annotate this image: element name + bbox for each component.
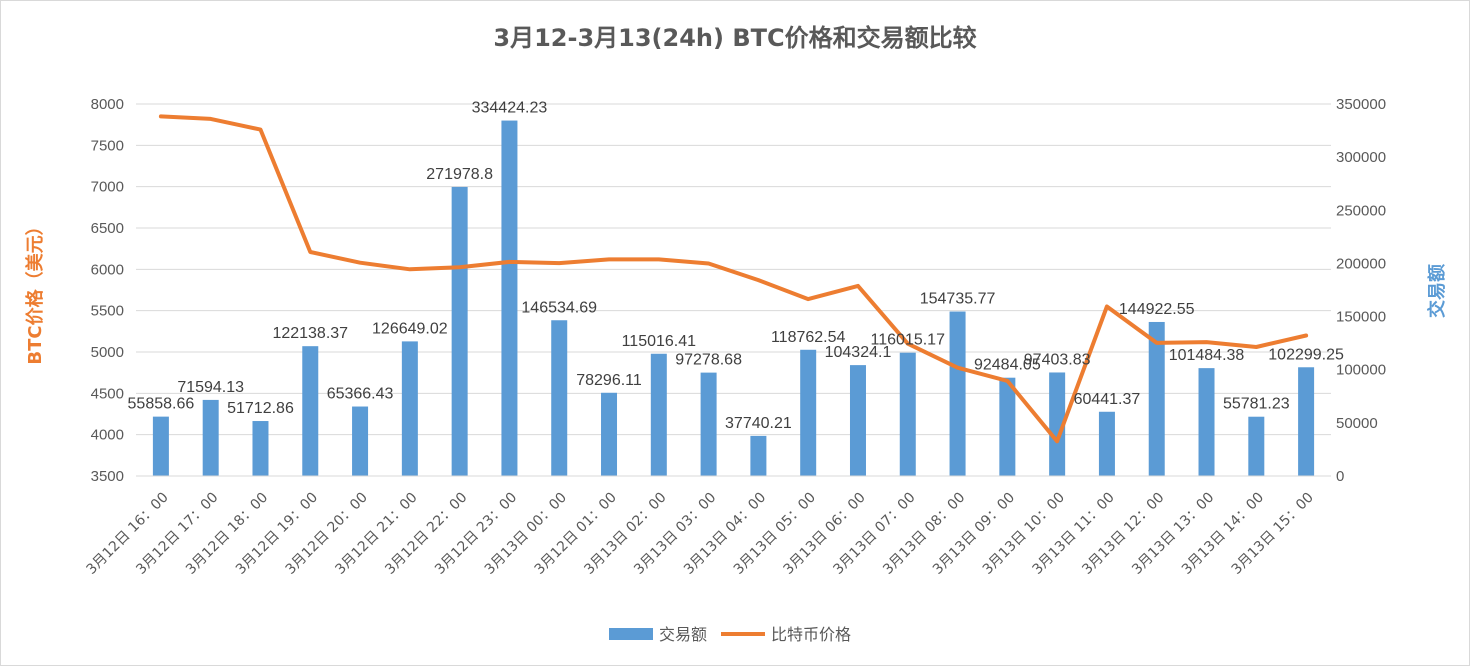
bar xyxy=(1248,416,1265,476)
y-left-tick-label: 4500 xyxy=(91,385,124,402)
bar xyxy=(1049,372,1066,476)
y-left-tick-label: 5000 xyxy=(91,344,124,361)
bar-data-label: 55858.66 xyxy=(128,396,195,413)
bar-data-label: 334424.23 xyxy=(472,100,548,117)
y-right-tick-label: 50000 xyxy=(1336,415,1378,432)
line-series xyxy=(158,114,1309,444)
bar xyxy=(1298,367,1315,476)
bar xyxy=(202,399,219,476)
y-left-tick-label: 4000 xyxy=(91,427,124,444)
y-left-tick-label: 7500 xyxy=(91,137,124,154)
legend: 交易额 比特币价格 xyxy=(609,625,851,644)
bar xyxy=(999,377,1016,476)
y-axis-right-label: 交易额 xyxy=(1426,264,1448,318)
bar xyxy=(849,365,866,476)
bar xyxy=(352,406,369,476)
y-right-tick-label: 0 xyxy=(1336,468,1344,485)
bar-data-label: 60441.37 xyxy=(1074,391,1141,408)
bar-data-label: 115016.41 xyxy=(622,333,697,350)
bar xyxy=(302,346,319,476)
legend-swatch-bar xyxy=(609,628,653,640)
bar-data-label: 51712.86 xyxy=(227,400,294,417)
bar-data-label: 271978.8 xyxy=(426,166,493,183)
bar xyxy=(152,416,169,476)
bar-data-label: 104324.1 xyxy=(825,344,892,361)
y-right-tick-label: 350000 xyxy=(1336,96,1386,113)
bar-data-label: 154735.77 xyxy=(920,291,996,308)
price-line xyxy=(158,114,1309,444)
y-axis-right: 350000 300000 250000 200000 150000 100000 5000… xyxy=(1336,96,1386,485)
bar-data-label: 78296.11 xyxy=(576,372,642,389)
bar xyxy=(601,392,618,476)
y-right-tick-label: 250000 xyxy=(1336,202,1386,219)
bar-data-label: 65366.43 xyxy=(327,386,394,403)
bar-data-label: 122138.37 xyxy=(272,325,348,342)
bar xyxy=(401,341,418,476)
y-right-tick-label: 150000 xyxy=(1336,309,1386,326)
bar-data-label: 37740.21 xyxy=(725,415,792,432)
bar xyxy=(451,186,468,476)
bar-data-label: 97278.68 xyxy=(675,352,742,369)
bar-data-label: 71594.13 xyxy=(177,379,244,396)
y-left-tick-label: 6500 xyxy=(91,220,124,237)
chart-title: 3月12-3月13(24h) BTC价格和交易额比较 xyxy=(493,24,976,52)
bar xyxy=(650,353,667,476)
bar xyxy=(551,320,568,476)
bar-data-label: 146534.69 xyxy=(521,299,597,316)
bar xyxy=(700,372,717,476)
y-right-tick-label: 100000 xyxy=(1336,362,1386,379)
y-axis-left: 8000 7500 7000 6500 6000 5500 5000 4500 4000 3500 xyxy=(91,96,124,485)
bar xyxy=(949,311,966,476)
y-left-tick-label: 5500 xyxy=(91,303,124,320)
x-tick-label: 3月12日 16：00 xyxy=(83,490,171,578)
y-right-tick-label: 300000 xyxy=(1336,149,1386,166)
bar-series xyxy=(152,120,1315,477)
y-left-tick-label: 3500 xyxy=(91,468,124,485)
y-left-tick-label: 7000 xyxy=(91,179,124,196)
bar-data-label: 144922.55 xyxy=(1119,301,1195,318)
bar xyxy=(501,120,518,477)
bar xyxy=(1148,321,1165,476)
bar-data-label: 101484.38 xyxy=(1169,347,1245,364)
bar xyxy=(252,421,269,476)
bar-data-label: 116015.17 xyxy=(871,332,946,349)
legend-label-line: 比特币价格 xyxy=(771,625,851,644)
bar-data-label: 102299.25 xyxy=(1268,346,1344,363)
bar-data-label: 126649.02 xyxy=(372,320,448,337)
legend-label-bar: 交易额 xyxy=(659,625,707,644)
bar xyxy=(1098,411,1115,476)
bar xyxy=(800,349,817,476)
bar-data-label: 55781.23 xyxy=(1223,396,1290,413)
y-axis-left-label: BTC价格（美元） xyxy=(24,217,46,364)
bar-data-label: 92484.05 xyxy=(974,357,1041,374)
bar-data-label: 118762.54 xyxy=(771,329,846,346)
y-left-tick-label: 8000 xyxy=(91,96,124,113)
bar-data-label: 97403.83 xyxy=(1024,351,1091,368)
bar xyxy=(899,352,916,476)
bar xyxy=(750,435,767,476)
y-right-tick-label: 200000 xyxy=(1336,255,1386,272)
y-left-tick-label: 6000 xyxy=(91,261,124,278)
bar xyxy=(1198,368,1215,476)
